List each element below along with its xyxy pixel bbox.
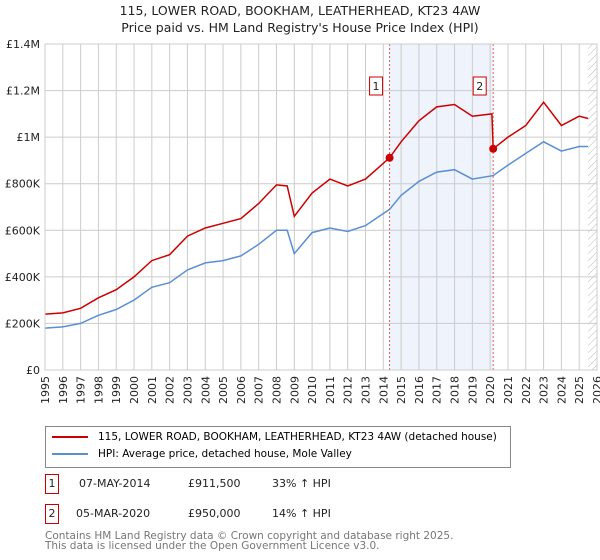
- y-tick-label: £200K: [5, 317, 41, 330]
- footer: Contains HM Land Registry data © Crown c…: [45, 530, 454, 552]
- x-tick-label: 2015: [395, 376, 408, 404]
- x-tick-label: 2021: [502, 376, 515, 404]
- marker-box: [369, 76, 384, 96]
- marker-box: [472, 76, 487, 96]
- legend-item-hpi: HPI: Average price, detached house, Mole…: [52, 448, 352, 460]
- x-tick-label: 2012: [342, 376, 355, 404]
- legend-item-property: 115, LOWER ROAD, BOOKHAM, LEATHERHEAD, K…: [52, 431, 497, 443]
- footer-line: This data is licensed under the Open Gov…: [45, 540, 380, 552]
- y-tick-label: £400K: [5, 271, 41, 284]
- hpi-line: [44, 140, 589, 329]
- x-tick-label: 2020: [484, 376, 497, 404]
- legend: 115, LOWER ROAD, BOOKHAM, LEATHERHEAD, K…: [45, 426, 511, 468]
- marker-label: 2: [476, 80, 483, 93]
- shaded-period: [389, 44, 494, 370]
- marker-badge: 2: [45, 504, 59, 524]
- x-tick-label: 2018: [449, 376, 462, 404]
- x-tick-label: 2014: [377, 376, 390, 404]
- x-tick-label: 2008: [270, 376, 283, 404]
- x-tick-label: 2019: [466, 376, 479, 404]
- x-tick-label: 2026: [591, 376, 600, 404]
- y-tick-label: £1.2M: [6, 85, 40, 98]
- y-tick-label: £800K: [5, 178, 41, 191]
- x-tick-label: 1997: [75, 376, 88, 404]
- x-tick-label: 2005: [217, 376, 230, 404]
- sale-date: 05-MAR-2020: [76, 507, 151, 520]
- x-tick-label: 2025: [573, 376, 586, 404]
- y-tick-label: £600K: [5, 224, 41, 237]
- sale-point: [385, 153, 394, 162]
- x-tick-label: 2023: [538, 376, 551, 404]
- sale-hpi: 33% ↑ HPI: [272, 477, 331, 490]
- marker-label: 1: [373, 80, 380, 93]
- x-tick-label: 2024: [555, 376, 568, 404]
- x-tick-label: 2009: [288, 376, 301, 404]
- sale-price: £950,000: [188, 507, 241, 520]
- sale-date: 07-MAY-2014: [79, 477, 151, 490]
- x-tick-label: 2002: [164, 376, 177, 404]
- x-tick-label: 2016: [413, 376, 426, 404]
- plot-area: 1995 1996 1997 1998 1999 2000 2001 2002 2003 2004…: [5, 38, 600, 404]
- sale-point: [489, 144, 498, 153]
- x-tick-label: 2004: [199, 376, 212, 404]
- property-price-line: [44, 100, 589, 315]
- x-tick-label: 2001: [146, 376, 159, 404]
- forecast-hatch: [588, 44, 597, 370]
- x-tick-label: 2007: [253, 376, 266, 404]
- chart-subtitle: Price paid vs. HM Land Registry's House …: [121, 20, 479, 35]
- x-tick-label: 2006: [235, 376, 248, 404]
- sale-hpi: 14% ↑ HPI: [272, 507, 331, 520]
- x-tick-label: 2000: [128, 376, 141, 404]
- y-tick-label: £0: [26, 364, 40, 377]
- x-tick-label: 1998: [92, 376, 105, 404]
- x-tick-label: 2022: [520, 376, 533, 404]
- footer-line: Contains HM Land Registry data © Crown c…: [45, 530, 454, 542]
- legend-label: HPI: Average price, detached house, Mole…: [98, 448, 352, 460]
- x-tick-label: 1995: [39, 376, 52, 404]
- legend-label: 115, LOWER ROAD, BOOKHAM, LEATHERHEAD, K…: [98, 431, 497, 443]
- x-tick-label: 2017: [431, 376, 444, 404]
- y-tick-label: £1.4M: [6, 38, 40, 51]
- x-tick-label: 2011: [324, 376, 337, 404]
- x-tick-label: 2003: [181, 376, 194, 404]
- x-tick-label: 1999: [110, 376, 123, 404]
- sale-price: £911,500: [188, 477, 241, 490]
- x-tick-label: 1996: [57, 376, 70, 404]
- marker-badge: 1: [45, 474, 59, 494]
- x-tick-label: 2013: [360, 376, 373, 404]
- plot-border: [44, 43, 598, 371]
- x-tick-label: 2010: [306, 376, 319, 404]
- chart-title: 115, LOWER ROAD, BOOKHAM, LEATHERHEAD, K…: [119, 3, 481, 18]
- y-tick-label: £1M: [17, 131, 41, 144]
